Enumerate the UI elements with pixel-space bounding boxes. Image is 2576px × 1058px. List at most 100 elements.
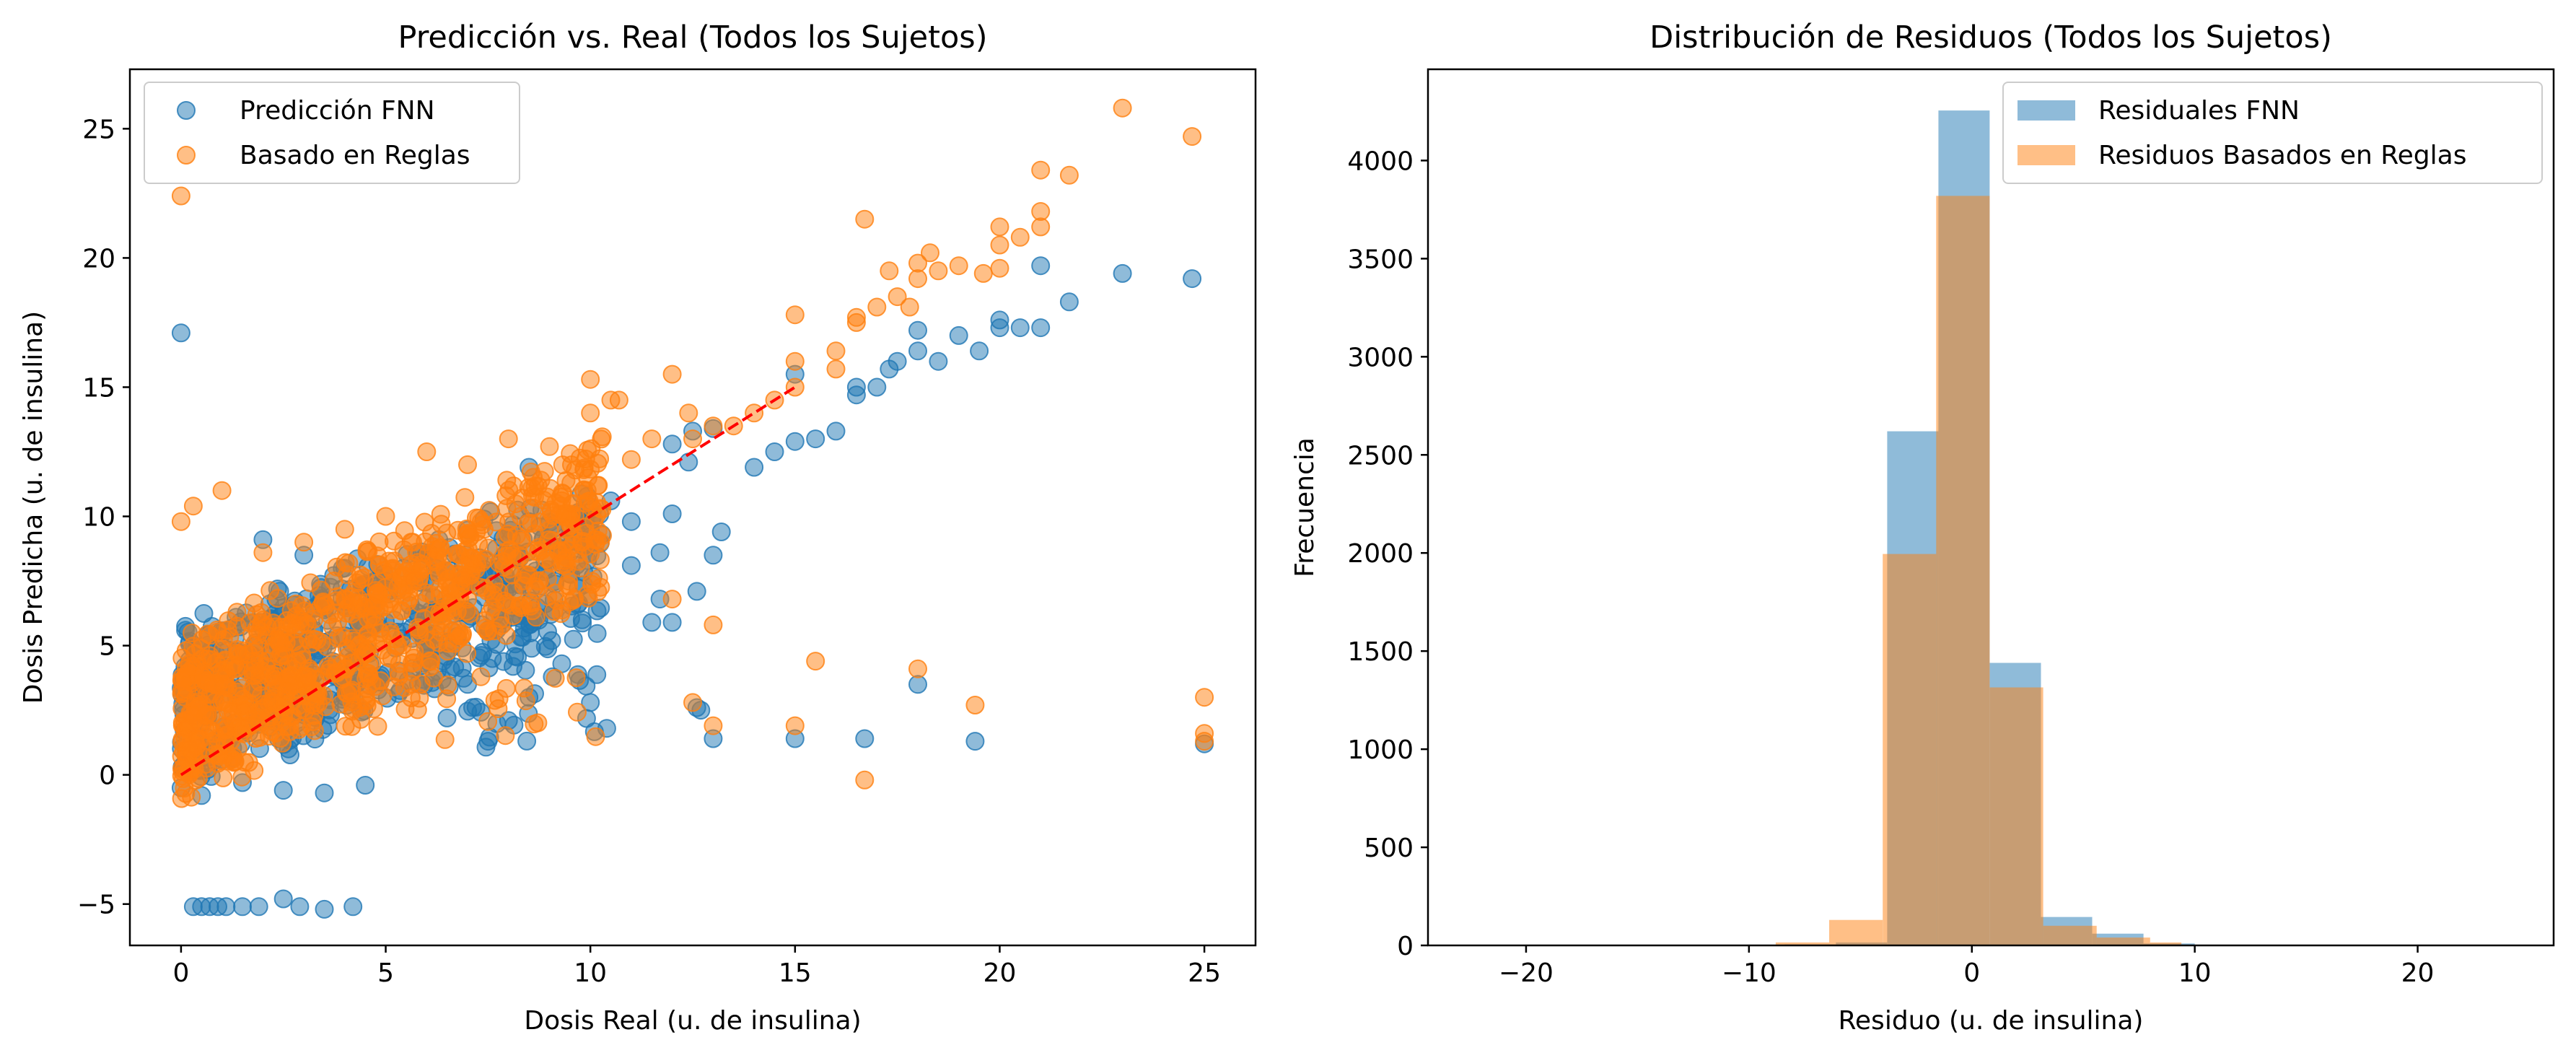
fnn-point — [1031, 256, 1051, 276]
rules-point — [1010, 227, 1030, 247]
fnn-point — [846, 385, 866, 405]
rules-point — [341, 587, 361, 606]
histogram-y-tick-label: 3000 — [1347, 343, 1414, 372]
rules-point — [437, 689, 457, 709]
histogram-chart: Distribución de Residuos (Todos los Suje… — [1290, 19, 2555, 1036]
rules-point — [295, 613, 315, 633]
scatter-title: Predicción vs. Real (Todos los Sujetos) — [398, 19, 988, 56]
fnn-point — [745, 458, 764, 477]
fnn-point — [908, 320, 927, 340]
histogram-y-tick-label: 1000 — [1347, 735, 1414, 765]
rules-point — [373, 686, 393, 706]
scatter-y-tick-label: 10 — [82, 503, 115, 533]
rules-point — [449, 545, 468, 564]
rules-point — [294, 669, 313, 688]
histogram-bar — [1989, 687, 2043, 945]
rules-point — [435, 730, 455, 749]
rules-point — [826, 341, 846, 361]
rules-point — [411, 593, 429, 613]
histogram-y-tick-label: 500 — [1364, 834, 1414, 863]
scatter-y-tick-label: 15 — [82, 373, 115, 403]
rules-point — [213, 639, 232, 659]
rules-point — [528, 713, 548, 733]
histogram-y-tick-label: 3500 — [1347, 245, 1414, 274]
rules-point — [286, 653, 305, 673]
rules-point — [338, 647, 358, 666]
rules-point — [683, 429, 702, 449]
scatter-y-tick-label: 25 — [82, 115, 115, 144]
rules-point — [745, 403, 764, 423]
fnn-point — [908, 675, 927, 694]
fnn-point — [1010, 318, 1030, 338]
rules-point — [455, 488, 475, 507]
fnn-point — [929, 351, 948, 371]
rules-point — [1059, 165, 1079, 185]
fnn-point — [711, 523, 731, 541]
rules-point — [855, 209, 875, 229]
fnn-point — [437, 708, 457, 727]
fnn-point — [538, 639, 558, 659]
rules-point — [1031, 160, 1051, 180]
histogram-bar — [2150, 942, 2182, 945]
rules-point — [183, 706, 203, 725]
rules-point — [704, 615, 723, 634]
rules-point — [561, 473, 581, 493]
histogram-y-tick-label: 2500 — [1347, 441, 1414, 471]
fnn-point — [216, 897, 236, 917]
rules-point — [260, 668, 279, 687]
rules-point — [990, 217, 1009, 237]
rules-point — [289, 720, 308, 739]
rules-point — [183, 624, 202, 642]
legend-label-fnn: Predicción FNN — [240, 96, 435, 126]
rules-point — [679, 403, 698, 423]
rules-point — [177, 659, 196, 678]
rules-point — [888, 287, 907, 307]
rules-point — [359, 655, 379, 675]
rules-point — [582, 574, 602, 594]
rules-point — [586, 727, 605, 746]
legend-label-rules-residuals: Residuos Basados en Reglas — [2098, 141, 2466, 170]
rules-point — [908, 659, 927, 678]
fnn-point — [249, 897, 268, 917]
histogram-bar — [2043, 925, 2097, 945]
rules-point — [846, 307, 866, 327]
fnn-point — [1183, 269, 1202, 289]
rules-cloud — [172, 427, 612, 808]
scatter-chart: Predicción vs. Real (Todos los Sujetos) … — [19, 19, 1257, 1036]
fnn-point — [581, 693, 600, 712]
rules-point — [471, 667, 491, 686]
rules-point — [560, 593, 579, 612]
rules-point — [929, 261, 948, 281]
rules-point — [642, 429, 662, 449]
rules-point — [921, 243, 939, 263]
histogram-x-tick-label: 0 — [1963, 958, 1980, 988]
rules-point — [324, 572, 343, 590]
rules-point — [990, 235, 1009, 255]
rules-point — [496, 486, 516, 505]
rules-point — [253, 543, 273, 562]
rules-histogram-series — [1775, 196, 2182, 945]
rules-point — [785, 716, 805, 735]
rules-point — [214, 768, 233, 787]
rules-point — [990, 258, 1009, 278]
rules-point — [305, 706, 324, 725]
fnn-point — [478, 732, 498, 751]
rules-point — [514, 678, 534, 698]
rules-point — [581, 403, 600, 423]
rules-point — [1183, 127, 1202, 147]
fnn-point — [990, 310, 1009, 330]
rules-point — [563, 535, 582, 554]
rules-point — [535, 462, 554, 481]
rules-point — [1195, 732, 1214, 751]
legend-swatch-rules — [2018, 145, 2075, 165]
legend-swatch-fnn — [2018, 100, 2075, 121]
fnn-point — [662, 504, 682, 523]
rules-point — [592, 427, 612, 447]
scatter-marks — [171, 98, 1214, 919]
rules-point — [486, 591, 505, 611]
rules-point — [247, 708, 266, 727]
rules-point — [458, 455, 477, 474]
histogram-x-tick-label: 20 — [2401, 958, 2435, 988]
histogram-bars — [1477, 110, 2502, 946]
fnn-point — [806, 429, 825, 449]
